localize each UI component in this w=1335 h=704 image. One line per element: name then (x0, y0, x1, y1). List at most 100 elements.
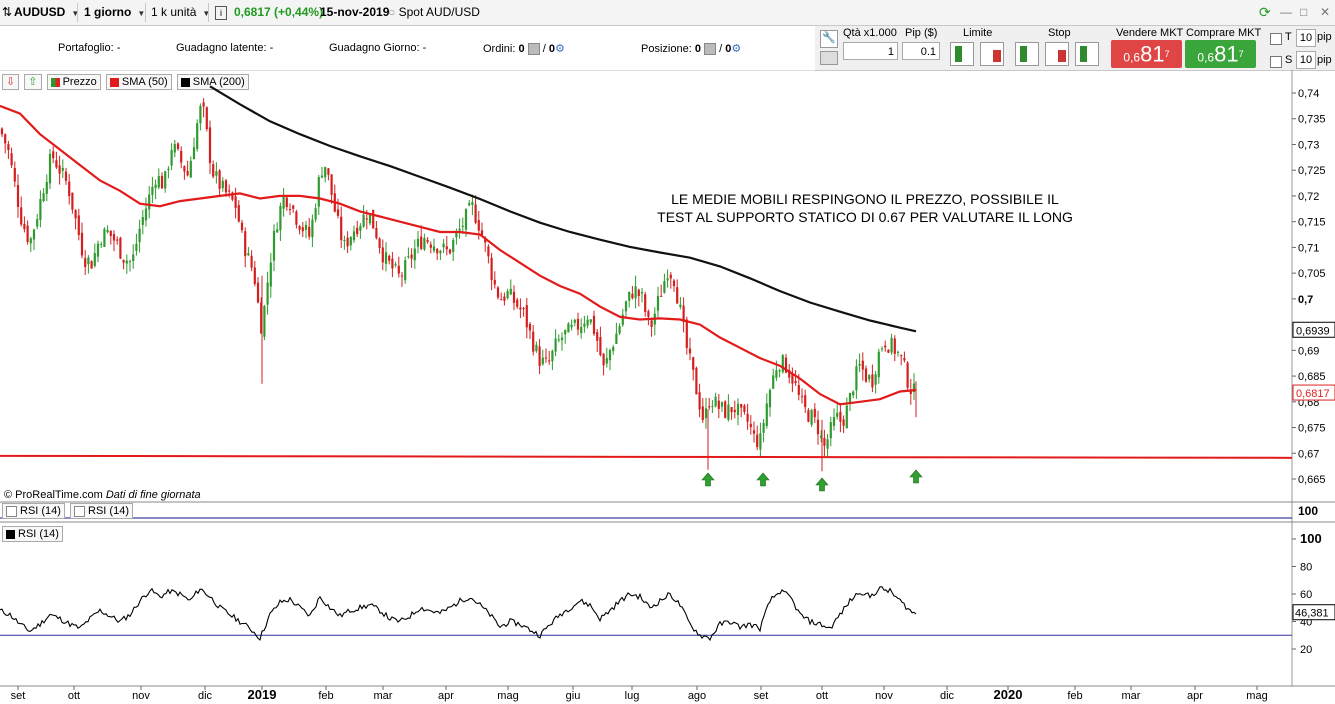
arrow-up-icon[interactable]: ⇧ (24, 74, 42, 90)
stop-extra-button[interactable] (1075, 42, 1099, 66)
candle-body (93, 253, 96, 266)
legend-sma200[interactable]: SMA (200) (176, 74, 249, 90)
candle-body (621, 314, 624, 325)
candle-body (695, 367, 698, 395)
positions-close-icon[interactable] (704, 43, 717, 56)
candle-body (615, 333, 618, 344)
sl-pip-input[interactable]: 10 (1296, 51, 1316, 69)
chevron-down-icon: ▼ (202, 9, 211, 18)
symbol-selector[interactable]: AUDUSD ▼ (14, 4, 79, 21)
guadagno-giorno: Guadagno Giorno: - (329, 42, 427, 54)
candle-body (592, 315, 596, 334)
pip-unit: pip (1317, 31, 1332, 43)
guadagno-latente: Guadagno latente: - (176, 42, 274, 54)
candle-body (208, 127, 212, 164)
time-tick-label: apr (438, 690, 454, 702)
candle-body (45, 182, 48, 194)
price-chart[interactable]: 0,74 0,735 0,73 0,725 0,72 0,715 0,71 0,705 0,7 0… (0, 70, 1335, 704)
price-tick-label: 0,725 (1298, 165, 1326, 177)
candle-body (74, 210, 77, 219)
candle-body (551, 350, 554, 362)
candle-body (346, 237, 349, 247)
candle-body (228, 190, 231, 192)
candle-body (720, 402, 724, 407)
support-line (0, 454, 1293, 459)
candle-body (701, 406, 704, 420)
candle-body (58, 165, 61, 174)
candle-body (797, 385, 800, 395)
candle-body (784, 357, 788, 373)
candle-body (647, 311, 650, 317)
rsi-tick-label: 80 (1300, 562, 1312, 574)
rsi-tab-3[interactable]: RSI (14) (2, 526, 63, 542)
gear-icon[interactable]: ⚙ (554, 43, 565, 55)
candle-body (573, 319, 576, 323)
arrows-icon[interactable]: ⇅ (2, 5, 13, 19)
refresh-icon[interactable]: ⟳ (1259, 4, 1271, 20)
limit-sell-button[interactable] (980, 42, 1004, 66)
candle-body (4, 134, 7, 144)
candle-body (180, 150, 183, 163)
candles (0, 98, 917, 472)
candle-body (736, 403, 740, 416)
rsi-last-value: 46,381 (1295, 608, 1329, 620)
tp-pip-input[interactable]: 10 (1296, 29, 1316, 47)
candle-body (157, 176, 160, 188)
candle-body (612, 347, 615, 352)
wrench-icon[interactable]: 🔧 (820, 30, 838, 48)
take-profit-checkbox[interactable] (1270, 33, 1282, 45)
rsi-tab-1[interactable]: RSI (14) (2, 503, 65, 519)
gear-icon[interactable]: ⚙ (731, 43, 742, 55)
orders-cancel-icon[interactable] (527, 43, 540, 56)
legend-sma50[interactable]: SMA (50) (105, 74, 172, 90)
candle-body (682, 305, 685, 323)
time-tick-label: 2020 (994, 687, 1023, 702)
qty-input[interactable]: 1 (843, 42, 898, 60)
units-selector[interactable]: 1 k unità ▼ (151, 4, 210, 21)
candle-body (775, 370, 778, 378)
candle-body (77, 215, 80, 236)
info-icon[interactable]: i (215, 4, 227, 21)
candle-body (519, 307, 522, 310)
candle-body (189, 160, 192, 178)
candle-body (877, 351, 880, 378)
stop-buy-button[interactable] (1015, 42, 1039, 66)
candle-body (717, 400, 720, 409)
stop-loss-checkbox[interactable] (1270, 56, 1282, 68)
stop-label: Stop (1048, 27, 1071, 39)
candle-body (743, 405, 746, 412)
price-tick-label: 0,72 (1298, 191, 1319, 203)
candle-body (340, 216, 343, 241)
time-tick-label: mar (1122, 690, 1141, 702)
legend-prezzo[interactable]: Prezzo (46, 74, 101, 90)
timeframe-selector[interactable]: 1 giorno ▼ (84, 4, 145, 21)
candle-body (176, 143, 180, 149)
limit-buy-button[interactable] (950, 42, 974, 66)
candle-body (839, 411, 842, 422)
candle-body (663, 281, 666, 293)
keyboard-icon[interactable] (820, 51, 838, 65)
price-tick-label: 0,67 (1298, 448, 1319, 460)
arrow-down-icon[interactable]: ⇩ (2, 74, 20, 90)
maximize-icon[interactable]: □ (1300, 5, 1308, 19)
candle-body (71, 192, 74, 210)
candle-body (788, 369, 791, 378)
candle-body (282, 195, 285, 209)
candle-body (196, 123, 199, 150)
rsi-tab-2[interactable]: RSI (14) (70, 503, 133, 519)
candle-body (583, 323, 586, 327)
minimize-icon[interactable]: — (1280, 5, 1292, 19)
chevron-down-icon: ▼ (137, 9, 146, 18)
sma200-line (209, 85, 917, 333)
candle-body (362, 214, 365, 227)
quote-date: 15-nov-2019 (320, 5, 390, 19)
candle-body (7, 144, 10, 151)
sell-mkt-button[interactable]: 0,6817 (1111, 40, 1182, 68)
close-icon[interactable]: ✕ (1320, 5, 1331, 19)
buy-mkt-button[interactable]: 0,6817 (1185, 40, 1256, 68)
pip-input[interactable]: 0.1 (902, 42, 940, 60)
candle-body (154, 184, 157, 188)
candle-body (442, 243, 445, 248)
candle-body (730, 407, 733, 413)
stop-sell-button[interactable] (1045, 42, 1069, 66)
